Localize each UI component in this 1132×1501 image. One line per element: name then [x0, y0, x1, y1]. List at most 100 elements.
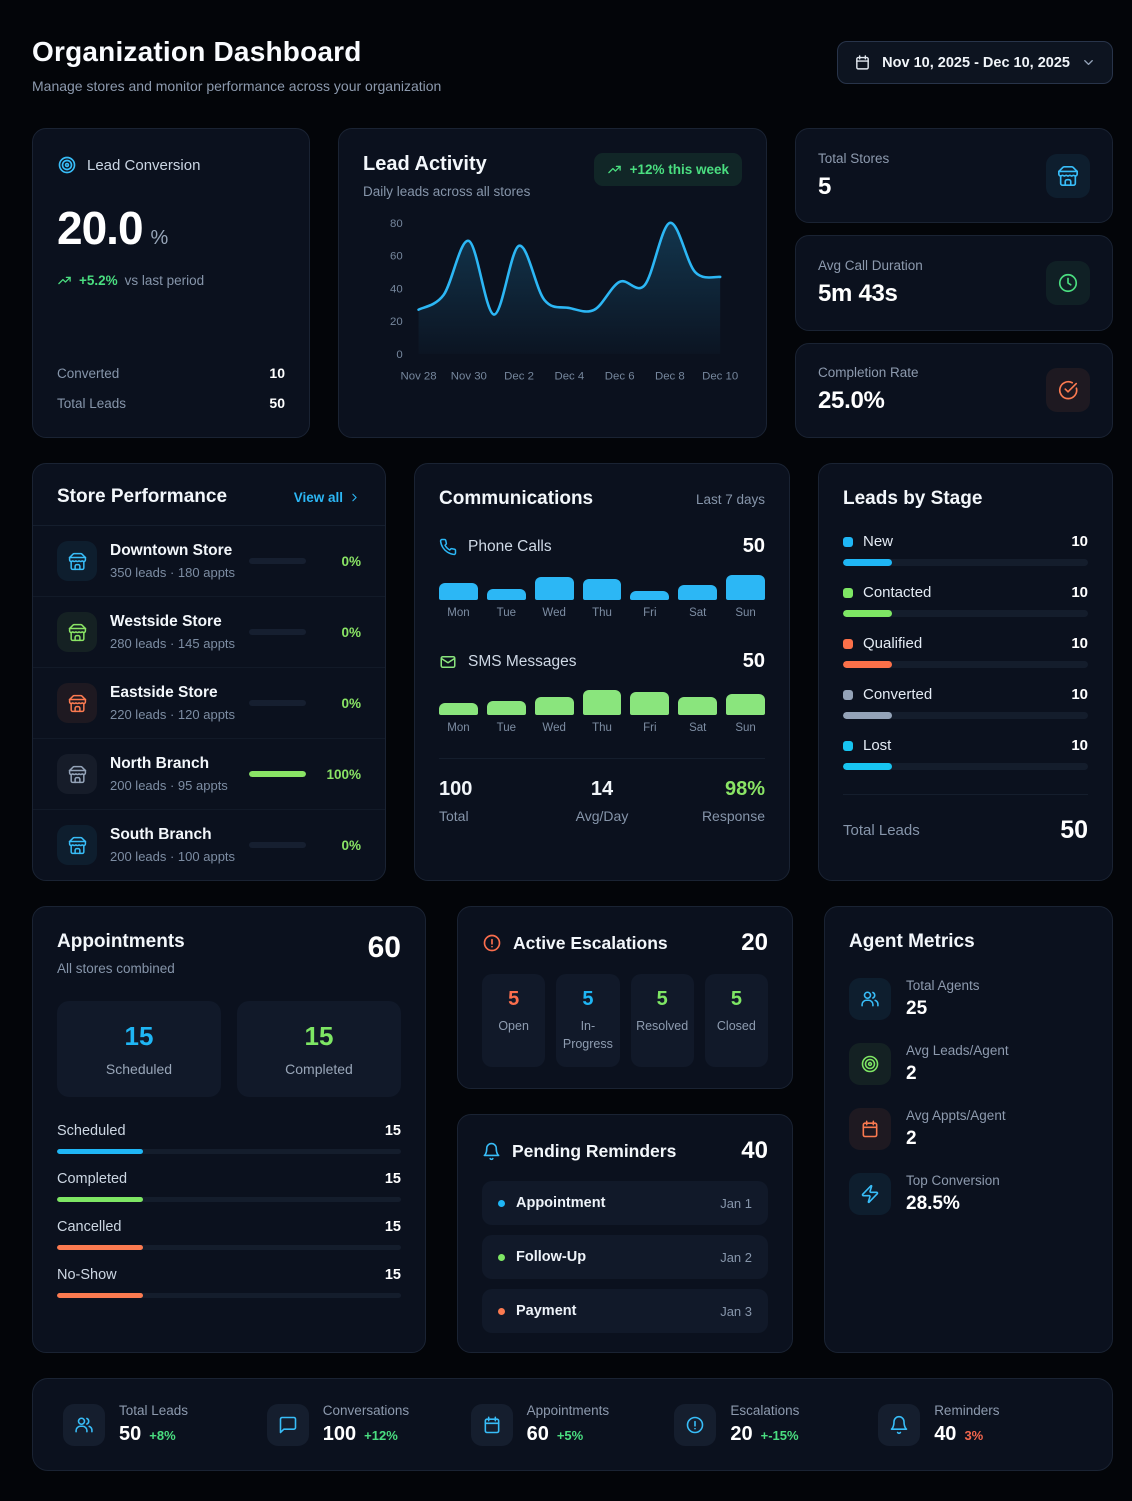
day-label: Fri — [643, 607, 657, 619]
chevron-down-icon — [1081, 55, 1096, 70]
store-icon — [68, 552, 86, 570]
reminder-date: Jan 2 — [720, 1249, 752, 1265]
bar-area — [486, 688, 526, 715]
kpi-card-completion-rate: Completion Rate 25.0% — [795, 342, 1113, 438]
store-row-westside-store[interactable]: Westside Store 280 leads · 145 appts 0% — [33, 597, 385, 668]
stage-divider — [843, 794, 1088, 795]
agent-metric-text: Top Conversion 28.5% — [906, 1173, 1000, 1215]
trending-up-icon — [607, 162, 622, 177]
bar-column: Tue — [486, 688, 526, 734]
reminder-label: Payment — [516, 1303, 577, 1319]
agent-metric-text: Avg Appts/Agent 2 — [906, 1108, 1006, 1150]
reminders-total: 40 — [741, 1137, 768, 1164]
stage-new: New 10 — [843, 533, 1088, 566]
store-row-north-branch[interactable]: North Branch 200 leads · 95 appts 100% — [33, 739, 385, 810]
stage-header: Contacted 10 — [843, 584, 1088, 601]
store-row-downtown-store[interactable]: Downtown Store 350 leads · 180 appts 0% — [33, 526, 385, 597]
trend-line — [417, 221, 722, 316]
store-performance-card: Store Performance View all Downtown Stor… — [32, 463, 386, 881]
kpi-column: Total Stores 5 Avg Call Duration 5m 43s Comp… — [795, 128, 1113, 438]
zap-icon-tile — [849, 1173, 891, 1215]
communications-header: Communications Last 7 days — [439, 488, 765, 510]
agent-metrics-list: Total Agents 25 Avg Leads/Agent 2 Avg Appts/… — [849, 978, 1088, 1215]
stage-header: Converted 10 — [843, 686, 1088, 703]
escalations-title: Active Escalations — [513, 932, 668, 953]
escalations-reminders-column: Active Escalations 20 5 Open 5 In-Progress 5… — [457, 906, 793, 1353]
store-icon — [1058, 165, 1078, 186]
header: Organization Dashboard Manage stores and… — [32, 36, 1113, 94]
calendar-icon — [484, 1416, 500, 1433]
footer-stat-label: Reminders — [934, 1403, 1000, 1418]
chevron-right-icon — [348, 491, 361, 504]
bar — [534, 577, 574, 600]
footer-stat-reminders: Reminders 40 3% — [878, 1403, 1082, 1446]
calendar-icon — [862, 1120, 878, 1138]
reminder-item-follow-up[interactable]: Follow-Up Jan 2 — [482, 1235, 768, 1279]
communications-title: Communications — [439, 488, 594, 509]
leads-by-stage-card: Leads by Stage New 10 Contacted 10 Qualified… — [818, 463, 1113, 881]
agent-metric-total-agents: Total Agents 25 — [849, 978, 1088, 1020]
bell-icon-tile — [878, 1403, 921, 1446]
bar-area — [630, 688, 670, 715]
reminder-label: Appointment — [516, 1195, 606, 1211]
clock-icon — [1058, 273, 1078, 293]
reminder-item-appointment[interactable]: Appointment Jan 1 — [482, 1181, 768, 1225]
middle-row: Store Performance View all Downtown Stor… — [32, 463, 1113, 881]
footer-stat-value: 60 — [526, 1423, 549, 1445]
bar-column: Mon — [439, 688, 478, 734]
store-info: North Branch 200 leads · 95 appts — [110, 755, 236, 793]
stage-dot — [843, 638, 853, 649]
reminder-item-payment[interactable]: Payment Jan 3 — [482, 1289, 768, 1333]
appointments-card: Appointments All stores combined 60 15 Sc… — [32, 906, 426, 1353]
store-icon-tile — [57, 541, 97, 581]
alert-circle-icon — [482, 933, 502, 953]
stage-label: New — [863, 533, 894, 550]
header-titles: Organization Dashboard Manage stores and… — [32, 36, 441, 94]
chevron-right-icon — [352, 493, 357, 501]
stage-label: Contacted — [863, 584, 932, 601]
bar-column: Sat — [678, 573, 718, 619]
escalation-label: In-Progress — [562, 1019, 613, 1051]
stage-progress-track — [843, 559, 1088, 566]
footer-stat-label: Appointments — [526, 1403, 610, 1418]
y-axis-tick: 40 — [390, 283, 403, 295]
bar-area — [439, 688, 478, 715]
store-progress-track — [249, 629, 306, 635]
escalation-tile-closed: 5 Closed — [704, 974, 768, 1067]
comm-stat-label: Response — [701, 808, 765, 824]
store-meta: 220 leads · 120 appts — [110, 707, 236, 722]
communications-period: Last 7 days — [695, 491, 765, 507]
stage-dot — [843, 536, 853, 547]
reminders-title: Pending Reminders — [512, 1140, 677, 1161]
footer-stat-value: 50 — [119, 1423, 142, 1445]
footer-stat-text: Escalations 20 +-15% — [730, 1403, 799, 1446]
day-label: Wed — [542, 607, 566, 619]
store-row-eastside-store[interactable]: Eastside Store 220 leads · 120 appts 0% — [33, 668, 385, 739]
view-all-link[interactable]: View all — [294, 490, 361, 505]
bar-area — [678, 688, 718, 715]
x-axis-tick: Dec 6 — [605, 371, 635, 383]
footer-stat-label: Escalations — [730, 1403, 800, 1418]
tile-label: Scheduled — [105, 1061, 173, 1077]
appointments-breakdown: Scheduled 15 Completed 15 Cancelled 15 No-Show… — [57, 1123, 401, 1298]
phone-calls-total: 50 — [742, 535, 765, 557]
comm-stat-label: Avg/Day — [575, 808, 629, 824]
bar-column: Tue — [486, 573, 526, 619]
bar-column: Wed — [534, 573, 574, 619]
stage-label: Converted — [863, 686, 933, 703]
target-icon — [58, 156, 76, 174]
footer-stat-total-leads: Total Leads 50 +8% — [63, 1403, 267, 1446]
row-progress-fill — [57, 1149, 143, 1154]
appointments-row-scheduled: Scheduled 15 — [57, 1123, 401, 1154]
footer-stat-delta: +-15% — [760, 1428, 799, 1443]
date-range-picker[interactable]: Nov 10, 2025 - Dec 10, 2025 — [837, 41, 1113, 84]
calendar-icon — [856, 55, 870, 70]
bar — [439, 583, 478, 600]
kpi-value: 25.0% — [818, 387, 885, 415]
kpi-value: 5 — [818, 172, 832, 200]
summary-footer: Total Leads 50 +8% Conversations 100 +12% Appo… — [32, 1378, 1113, 1471]
footer-stat-value: 20 — [730, 1423, 753, 1445]
footer-stat-label: Conversations — [322, 1403, 410, 1418]
store-row-south-branch[interactable]: South Branch 200 leads · 100 appts 0% — [33, 810, 385, 880]
users-icon — [75, 1416, 93, 1432]
